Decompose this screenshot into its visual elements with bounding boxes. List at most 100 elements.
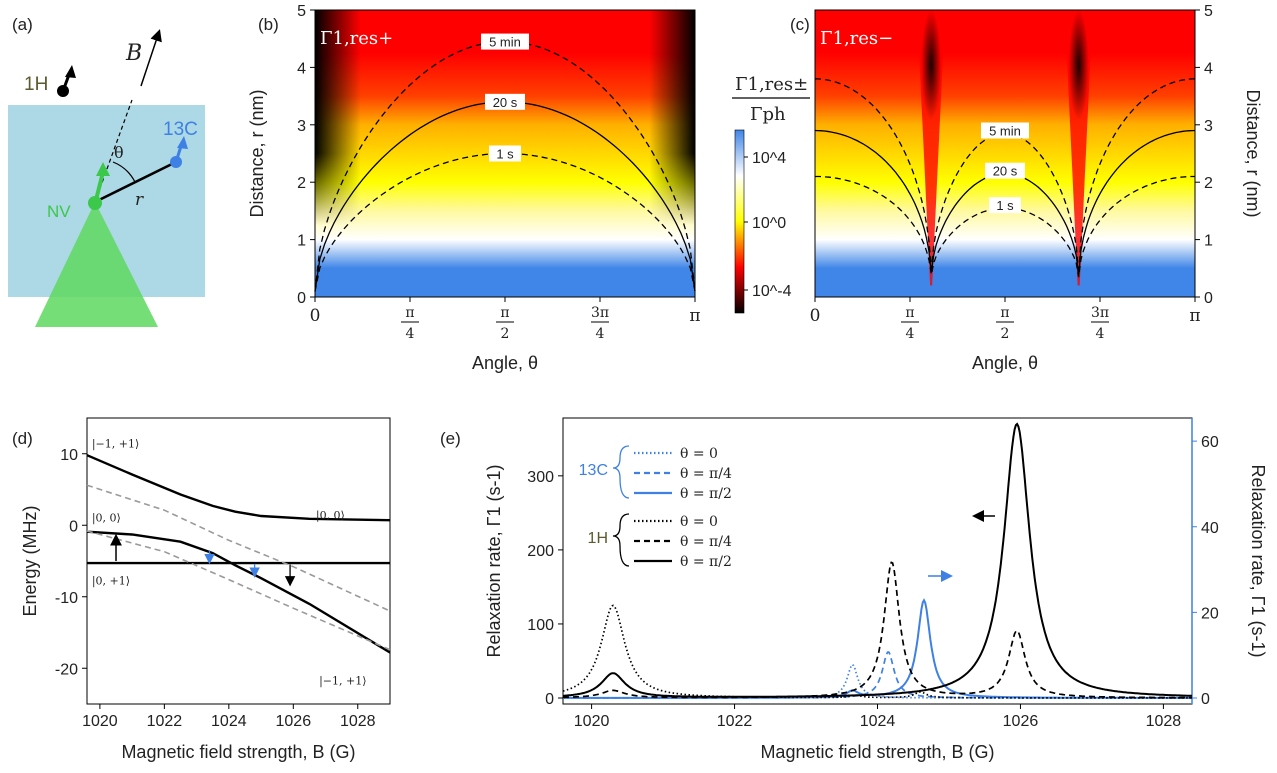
legend-entry: θ = π/2 (680, 486, 732, 502)
heatmap-b-title: Γ1,res+ (320, 28, 393, 49)
h1-spin-arrowhead-icon (65, 65, 76, 78)
contour-b-0 (314, 40, 696, 292)
panel-e-label: (e) (440, 429, 461, 448)
axis-e-ytick-label: 200 (527, 543, 554, 560)
panel-a-label: (a) (12, 15, 33, 34)
axis-e-ytick-right-label: 60 (1201, 434, 1219, 451)
axis-c-xtick-label: π (905, 305, 914, 321)
heatmap-c-nodes (917, 10, 1093, 286)
panel-d: (d) 1020 1022 1024 1026 1028 10 0 -10 -20 Magneti… (12, 417, 391, 762)
energy-level-0 (86, 454, 391, 522)
h1-dot (57, 85, 69, 97)
laser-beam (35, 202, 158, 327)
axis-e-ytick-label: 300 (527, 469, 554, 486)
energy-level-1 (86, 530, 391, 654)
node-c-dark-1 (1068, 10, 1089, 120)
axis-c-ytick-label: 2 (1204, 175, 1213, 192)
colorbar-tick-low: 10^-4 (752, 283, 792, 300)
contour-c-label-bg (981, 122, 1030, 139)
legend-group-c13: 13C (579, 462, 608, 479)
axis-b-ytick-label: 3 (297, 118, 306, 135)
legend-entry: θ = 0 (680, 446, 718, 462)
legend-entry: θ = π/4 (680, 534, 732, 550)
level-label: |−1, +1⟩ (319, 675, 366, 689)
axis-e-ytick-right-label: 40 (1201, 520, 1219, 537)
axis-b-xtick-label-den: 4 (406, 326, 415, 342)
relaxation-curve-2 (563, 598, 1192, 699)
colorbar: Γ1,res± Γph 10^4 10^0 10^-4 (732, 74, 810, 314)
axis-e-xtick-label: 1024 (860, 713, 896, 730)
contour-c-0 (815, 78, 1195, 275)
axis-c-xtick-label-den: 4 (1096, 326, 1105, 342)
relaxation-curve-0 (563, 663, 1192, 699)
legend-entry: θ = 0 (680, 514, 718, 530)
nv-center-dot (88, 196, 102, 210)
axis-b-ytick-label: 0 (297, 290, 306, 307)
nv-c-bond (94, 160, 177, 204)
axis-c-xtick-label: 3π (1091, 305, 1109, 321)
c13-label: 13C (163, 119, 198, 140)
axis-d-ytick-label: -20 (55, 661, 78, 678)
axis-e-ytick-label: 0 (545, 691, 554, 708)
legend-entry: θ = π/4 (680, 466, 732, 482)
axis-c-ytick-label: 1 (1204, 233, 1213, 250)
axis-c-ytick-label: 4 (1204, 60, 1213, 77)
plot-e: 1020 1022 1024 1026 1028 0 100 200 300 0 20 40 60 Mag… (484, 418, 1268, 762)
axis-e-xtick-label: 1026 (1003, 713, 1039, 730)
nv-label: NV (47, 202, 71, 221)
level-label: |0, +1⟩ (92, 575, 130, 589)
energy-level-3 (86, 484, 391, 612)
axis-e-ylabel-right: Relaxation rate, Γ1 (s-1) (1248, 465, 1268, 658)
relaxation-curve-4 (563, 561, 1192, 699)
contour-b-label: 1 s (496, 147, 514, 162)
axis-e-ylabel: Relaxation rate, Γ1 (s-1) (484, 465, 504, 658)
theta-arc (112, 161, 136, 183)
axis-e-xtick-label: 1022 (717, 713, 753, 730)
level-label: |−1, +1⟩ (92, 437, 139, 451)
axis-d-xtick-label: 1020 (82, 713, 118, 730)
panel-b-label: (b) (258, 15, 279, 34)
contour-b-label-bg (481, 33, 530, 50)
colorbar-numerator: Γ1,res± (735, 74, 808, 95)
energy-level-4 (86, 530, 391, 651)
axis-e-ytick-label: 100 (527, 617, 554, 634)
axis-b-ytick-label: 5 (297, 3, 306, 20)
legend-brace-h1 (612, 513, 630, 567)
level-label: |0, 0⟩ (92, 512, 121, 526)
level-label: |0, 0⟩ (316, 509, 345, 523)
axis-d-xtick-label: 1024 (211, 713, 247, 730)
panel-c-label: (c) (790, 15, 810, 34)
axis-c-ytick-label: 3 (1204, 118, 1213, 135)
axis-e-ytick-right-label: 0 (1201, 691, 1210, 708)
contours-b: 5 min 20 s 1 s (314, 33, 696, 292)
axis-e-xtick-label: 1028 (1146, 713, 1182, 730)
relaxation-curve-5 (562, 422, 1192, 698)
axis-e-xlabel: Magnetic field strength, B (G) (760, 742, 994, 762)
b-field-arrow-icon (140, 29, 162, 87)
axes-b: 0 1 2 3 4 5 0 π 4 π 2 3π 4 π Angle, θ Distance, r (nm) (247, 3, 701, 373)
heatmap-c-base (815, 10, 1195, 297)
axis-d-xtick-label: 1026 (276, 713, 312, 730)
axis-b-xtick-label: 0 (310, 306, 321, 326)
axis-c-xlabel: Angle, θ (972, 353, 1038, 373)
contour-b-label: 5 min (489, 35, 521, 50)
nv-spin-arrowhead-icon (96, 162, 110, 176)
axis-b-xlabel: Angle, θ (472, 353, 538, 373)
axis-c-ylabel: Distance, r (nm) (1243, 89, 1263, 217)
axis-b-ytick-label: 2 (297, 175, 306, 192)
colorbar-strip (734, 129, 745, 314)
colorbar-denominator: Γph (750, 104, 786, 125)
axis-d-xtick-label: 1022 (147, 713, 183, 730)
axis-d-ytick-label: 0 (69, 518, 78, 535)
axis-c-xtick-label: π (1000, 305, 1009, 321)
axis-b-xtick-label: 3π (591, 305, 609, 321)
legend-e: θ = 0 θ = π/4 θ = π/2 θ = 0 θ = π/4 θ = π/2 13… (579, 445, 732, 570)
colorbar-tick-high: 10^4 (752, 150, 786, 167)
axis-c-ytick-label: 5 (1204, 3, 1213, 20)
axis-b-xtick-label: π (689, 306, 700, 326)
node-c-dark-0 (921, 10, 942, 120)
b-field-label: B (125, 41, 142, 66)
